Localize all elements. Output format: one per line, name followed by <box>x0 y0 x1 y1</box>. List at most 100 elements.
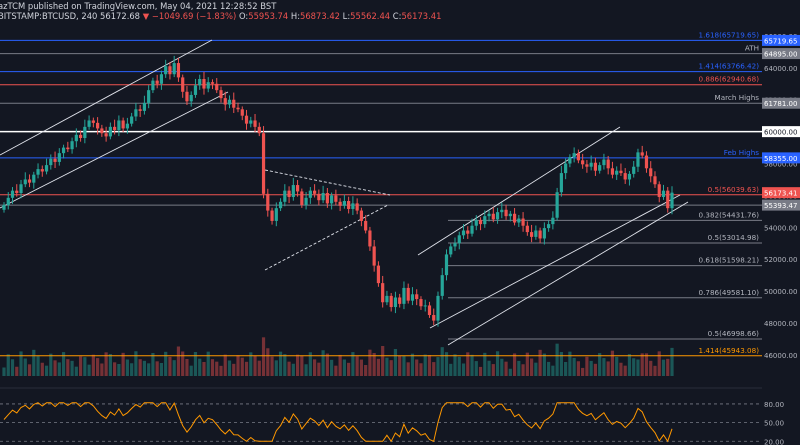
candle-body <box>334 195 338 202</box>
publisher-line: azTCM published on TradingView.com, May … <box>0 1 277 11</box>
volume-bar <box>147 363 151 376</box>
price-tick-label: 46000.00 <box>764 352 797 360</box>
candle-body <box>487 213 491 217</box>
candle-body <box>666 190 670 209</box>
volume-bar <box>236 355 240 376</box>
volume-bar <box>347 362 351 376</box>
candle-body <box>236 107 240 110</box>
volume-bar <box>155 361 159 376</box>
candle-body <box>376 265 381 284</box>
volume-bar <box>270 356 274 376</box>
candle-body <box>287 190 291 198</box>
candle-body <box>253 120 257 127</box>
candle-body <box>278 201 283 209</box>
volume-bar <box>500 358 504 376</box>
candle-body <box>427 305 432 316</box>
candle-body <box>453 243 457 247</box>
candle-body <box>312 190 317 194</box>
volume-bar <box>104 352 108 376</box>
volume-bar <box>87 364 91 376</box>
candle-body <box>415 294 419 300</box>
candle-body <box>589 162 593 167</box>
volume-bar <box>253 355 257 376</box>
candle-body <box>57 153 61 162</box>
candle-body <box>555 192 559 218</box>
candle-body <box>398 297 402 304</box>
candle-body <box>176 63 181 78</box>
volume-bar <box>295 354 300 376</box>
volume-bar <box>283 354 287 376</box>
candle-body <box>547 224 551 229</box>
level-label: 1.414(63766.42) <box>699 62 760 71</box>
candle-body <box>168 66 172 75</box>
volume-bar <box>219 365 223 376</box>
candle-body <box>61 147 66 154</box>
volume-bar <box>278 351 283 376</box>
candle-body <box>32 174 36 183</box>
volume-bar <box>521 364 525 376</box>
candle-body <box>419 299 423 307</box>
volume-bar <box>368 349 372 376</box>
candle-body <box>78 134 83 139</box>
volume-bar <box>444 352 449 376</box>
candle-body <box>283 190 287 202</box>
candle-body <box>83 126 87 139</box>
price-tick-label: 48000.00 <box>764 320 797 328</box>
volume-bar <box>529 358 534 376</box>
channel-lower-line <box>429 194 681 329</box>
candle-body <box>410 294 415 301</box>
rsi-tick-label: 80.00 <box>764 401 784 409</box>
candle-body <box>108 126 112 137</box>
candle-body <box>598 165 602 171</box>
volume-bar <box>36 356 40 376</box>
price-badge <box>762 199 800 211</box>
symbol-label[interactable]: BITSTAMP:BTCUSD, 240 <box>0 11 98 21</box>
volume-bar <box>453 354 457 376</box>
volume-bar <box>134 351 138 376</box>
level-label: 0.886(62940.68) <box>699 75 760 84</box>
candle-body <box>15 190 19 194</box>
volume-bar <box>555 343 559 376</box>
volume-bar <box>215 361 219 376</box>
volume-bar <box>2 367 6 376</box>
volume-bar <box>355 356 359 376</box>
level-label: 0.382(54431.76) <box>699 210 760 219</box>
volume-bar <box>385 357 389 376</box>
channel-lower-line <box>447 201 689 346</box>
volume-bar <box>300 355 304 376</box>
volume-bar <box>551 365 555 376</box>
volume-bar <box>6 354 10 376</box>
volume-bar <box>317 362 321 376</box>
volume-bar <box>589 360 593 376</box>
volume-bar <box>266 348 270 376</box>
candle-body <box>508 213 512 217</box>
candle-body <box>210 82 215 84</box>
volume-bar <box>125 359 129 376</box>
symbol-line: BITSTAMP:BTCUSD, 240 56172.68 ▼ −1049.69… <box>0 11 441 21</box>
candle-body <box>121 120 125 129</box>
candle-body <box>227 99 232 105</box>
price-badge-label: 60000.00 <box>764 129 797 137</box>
level-label: ATH <box>745 44 759 53</box>
volume-bar <box>83 357 87 376</box>
candle-body <box>138 109 142 111</box>
volume-bar <box>585 356 589 376</box>
candle-body <box>36 169 40 175</box>
rsi-tick-label: 50.00 <box>764 420 784 428</box>
price-badge-label: 55393.47 <box>764 202 797 210</box>
volume-bar <box>415 359 419 376</box>
volume-bar <box>291 363 295 376</box>
volume-bar <box>461 363 466 376</box>
close-label: C: <box>392 11 402 21</box>
candle-body <box>406 287 410 301</box>
candle-body <box>568 157 572 164</box>
price-axis[interactable]: 66000.0064000.0062000.0060000.0058000.00… <box>762 20 800 445</box>
channel-upper-line <box>417 126 621 256</box>
candle-body <box>491 213 495 220</box>
candle-body <box>572 153 576 158</box>
level-label: 0.5(53014.98) <box>708 233 760 242</box>
volume-bar <box>57 362 61 376</box>
volume-bar <box>342 359 346 376</box>
volume-bar <box>40 362 44 376</box>
